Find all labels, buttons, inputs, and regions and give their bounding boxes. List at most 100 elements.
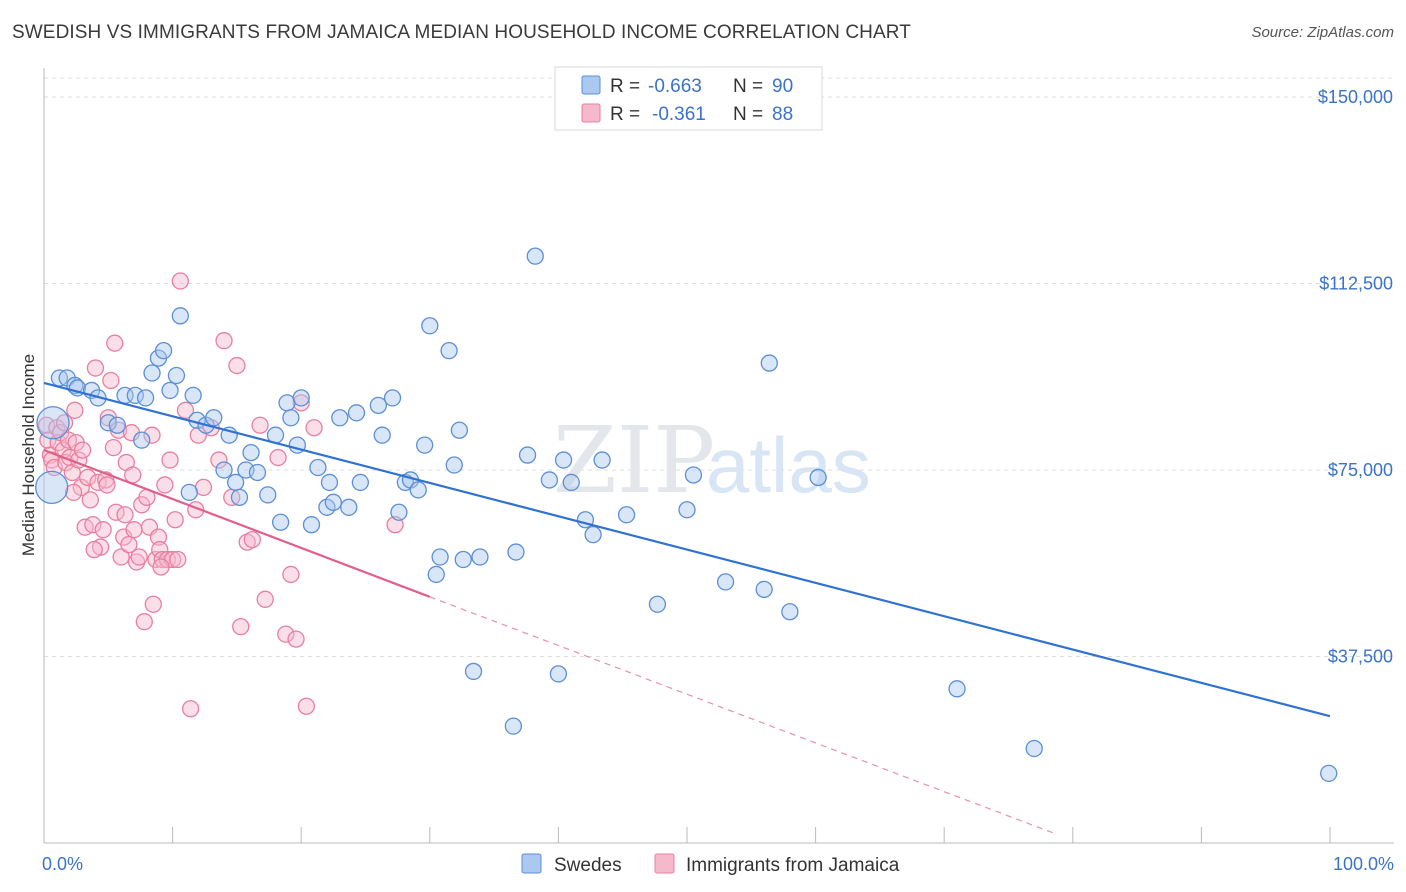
- swedes-point: [347, 404, 366, 422]
- swedes-point: [507, 543, 525, 561]
- swedes-point: [760, 354, 778, 372]
- swedes-point: [369, 396, 388, 414]
- swedes-point: [421, 317, 439, 335]
- swedes-point: [320, 473, 339, 492]
- swedes-point: [154, 341, 173, 360]
- swedes-point: [171, 307, 189, 325]
- y-tick-labels: $37,500 $75,000 $112,500 $150,000: [1318, 87, 1393, 667]
- jamaica-point: [169, 550, 187, 569]
- jamaica-point: [243, 530, 261, 549]
- swedes-point: [471, 548, 489, 566]
- swedes-point: [1320, 764, 1338, 783]
- swedes-point: [35, 470, 69, 505]
- swedes-point: [373, 426, 391, 444]
- swedes-point: [755, 580, 773, 599]
- jamaica-point: [232, 618, 250, 636]
- jamaica-trend-line: [43, 449, 431, 598]
- jamaica-point: [305, 419, 323, 437]
- swedes-point: [454, 550, 472, 569]
- swedes-point: [302, 516, 321, 534]
- swedes-point: [324, 493, 343, 511]
- jamaica-point: [79, 468, 97, 487]
- jamaica-point: [84, 516, 102, 534]
- jamaica-point: [176, 401, 195, 419]
- swedes-points: [35, 247, 1338, 783]
- jamaica-point: [166, 511, 184, 529]
- legend-r-swedes: -0.663: [648, 76, 702, 97]
- swedes-point: [136, 389, 155, 407]
- swedes-point: [271, 513, 290, 531]
- chart-title: SWEDISH VS IMMIGRANTS FROM JAMAICA MEDIA…: [12, 22, 911, 43]
- chart-source: Source: ZipAtlas.com: [1251, 24, 1394, 41]
- swedes-point: [648, 595, 667, 613]
- y-axis-label: Median Household Income: [19, 354, 38, 556]
- swedes-point: [143, 364, 161, 382]
- jamaica-point: [277, 625, 295, 643]
- swedes-point: [593, 451, 611, 469]
- swedes-point: [351, 473, 370, 492]
- x-tick-label-min: 0.0%: [42, 854, 83, 874]
- swedes-point: [205, 409, 223, 427]
- swedes-point: [948, 680, 966, 698]
- legend-n-swedes: 90: [772, 76, 793, 97]
- jamaica-point: [181, 700, 200, 718]
- legend-swatch-swedes: [581, 75, 601, 95]
- jamaica-point: [287, 630, 305, 648]
- swedes-point: [464, 662, 483, 681]
- x-tick-label-max: 100.0%: [1333, 854, 1394, 874]
- jamaica-point: [144, 595, 162, 613]
- swedes-point: [292, 389, 310, 407]
- jamaica-point: [292, 394, 310, 412]
- jamaica-point: [64, 483, 83, 502]
- swedes-point: [504, 717, 523, 735]
- y-tick-label: $150,000: [1318, 87, 1393, 107]
- watermark: ZIP atlas: [553, 407, 871, 514]
- trend-lines: [43, 381, 1331, 834]
- swedes-point: [427, 565, 445, 584]
- jamaica-points: [37, 272, 404, 718]
- legend-r-jamaica: -0.361: [652, 104, 706, 125]
- swedes-point: [678, 501, 696, 519]
- swedes-point: [242, 443, 260, 462]
- jamaica-point: [269, 448, 287, 467]
- swedes-point: [554, 451, 573, 469]
- jamaica-point: [215, 332, 233, 350]
- swedes-point: [167, 366, 186, 385]
- jamaica-point: [81, 491, 99, 509]
- swedes-point: [390, 503, 408, 521]
- jamaica-point: [228, 356, 246, 375]
- jamaica-point: [125, 521, 143, 539]
- jamaica-point: [251, 416, 269, 434]
- swedes-point: [230, 488, 249, 507]
- jamaica-point: [143, 426, 161, 444]
- jamaica-point: [102, 371, 120, 390]
- swedes-point: [716, 573, 735, 591]
- swedes-point: [526, 247, 544, 265]
- swedes-point: [562, 473, 580, 492]
- swedes-point: [282, 409, 300, 427]
- swedes-point: [133, 431, 151, 449]
- swedes-point: [180, 483, 198, 502]
- swedes-point: [215, 461, 233, 479]
- jamaica-point: [112, 548, 130, 566]
- grid-lines: [44, 77, 1394, 657]
- swedes-point: [781, 603, 799, 621]
- bottom-legend-label-swedes: Swedes: [554, 855, 622, 876]
- jamaica-point: [73, 441, 92, 459]
- jamaica-point: [156, 476, 174, 494]
- series-legend: Swedes Immigrants from Jamaica: [521, 853, 900, 876]
- jamaica-point: [94, 521, 112, 539]
- jamaica-point: [116, 506, 134, 524]
- swedes-point: [450, 421, 469, 439]
- jamaica-point: [98, 476, 116, 494]
- swedes-point: [584, 526, 602, 544]
- swedes-point: [259, 486, 277, 504]
- swedes-point: [248, 463, 267, 482]
- jamaica-point: [210, 451, 228, 469]
- jamaica-point: [106, 334, 124, 352]
- jamaica-point: [86, 359, 105, 377]
- legend-n-label-jamaica: N =: [733, 104, 763, 125]
- swedes-point: [445, 456, 463, 474]
- swedes-point: [549, 665, 568, 683]
